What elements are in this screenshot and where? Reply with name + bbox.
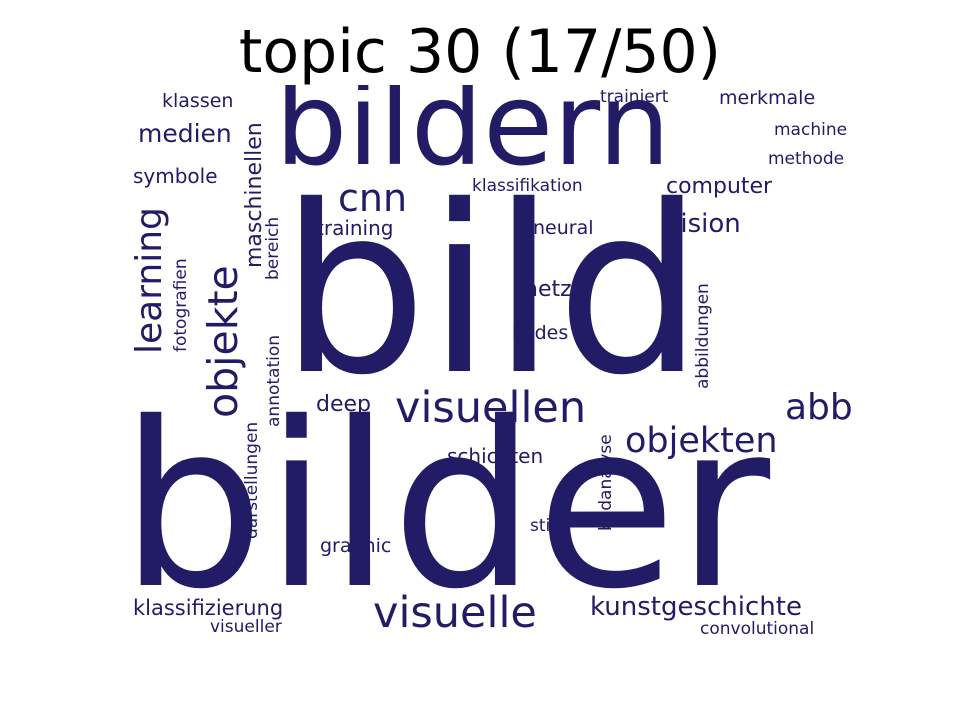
word-deep: deep [316, 392, 371, 417]
word-bildanalyse: bildanalyse [596, 434, 616, 531]
word-klassifizierung: klassifizierung [133, 596, 284, 620]
word-trainiert: trainiert [600, 87, 669, 107]
word-fotografien: fotografien [171, 258, 191, 352]
word-learning: learning [130, 207, 170, 354]
word-vision: vision [665, 209, 741, 239]
word-medien: medien [138, 119, 232, 148]
word-cloud: bilder bild bildern visuellen visuelle o… [130, 85, 860, 645]
word-bereich: bereich [263, 216, 283, 280]
word-abbildungen: abbildungen [693, 283, 713, 389]
word-visuellen: visuellen [395, 383, 587, 433]
word-convolutional: convolutional [700, 619, 815, 639]
word-merkmale: merkmale [719, 87, 816, 109]
word-objekte: objekte [199, 265, 247, 418]
word-bildern: bildern [275, 85, 671, 191]
word-visuelle: visuelle [373, 588, 537, 638]
figure-title: topic 30 (17/50) [238, 17, 722, 87]
word-schichten: schichten [447, 444, 544, 468]
word-cnn: cnn [338, 176, 408, 220]
word-bildes: bildes [512, 322, 569, 344]
word-netze: netze [524, 277, 586, 302]
word-bild: bild [280, 156, 704, 426]
word-training: training [316, 216, 394, 240]
word-visueller: visueller [210, 617, 282, 637]
word-neural: neural [533, 217, 594, 239]
word-machine: machine [774, 120, 848, 140]
word-methode: methode [768, 149, 845, 169]
word-stil: stil [530, 516, 555, 536]
word-objekten: objekten [625, 421, 778, 461]
word-klassen: klassen [162, 90, 234, 112]
word-bilder: bilder [130, 373, 771, 639]
word-computer: computer [666, 174, 773, 199]
word-klassifikation: klassifikation [472, 176, 583, 196]
word-symbole: symbole [133, 164, 218, 188]
word-graphic: graphic [320, 535, 392, 557]
word-kunstgeschichte: kunstgeschichte [590, 592, 802, 622]
word-darstellungen: darstellungen [242, 421, 262, 539]
word-annotation: annotation [264, 334, 284, 427]
word-abb: abb [785, 387, 853, 428]
